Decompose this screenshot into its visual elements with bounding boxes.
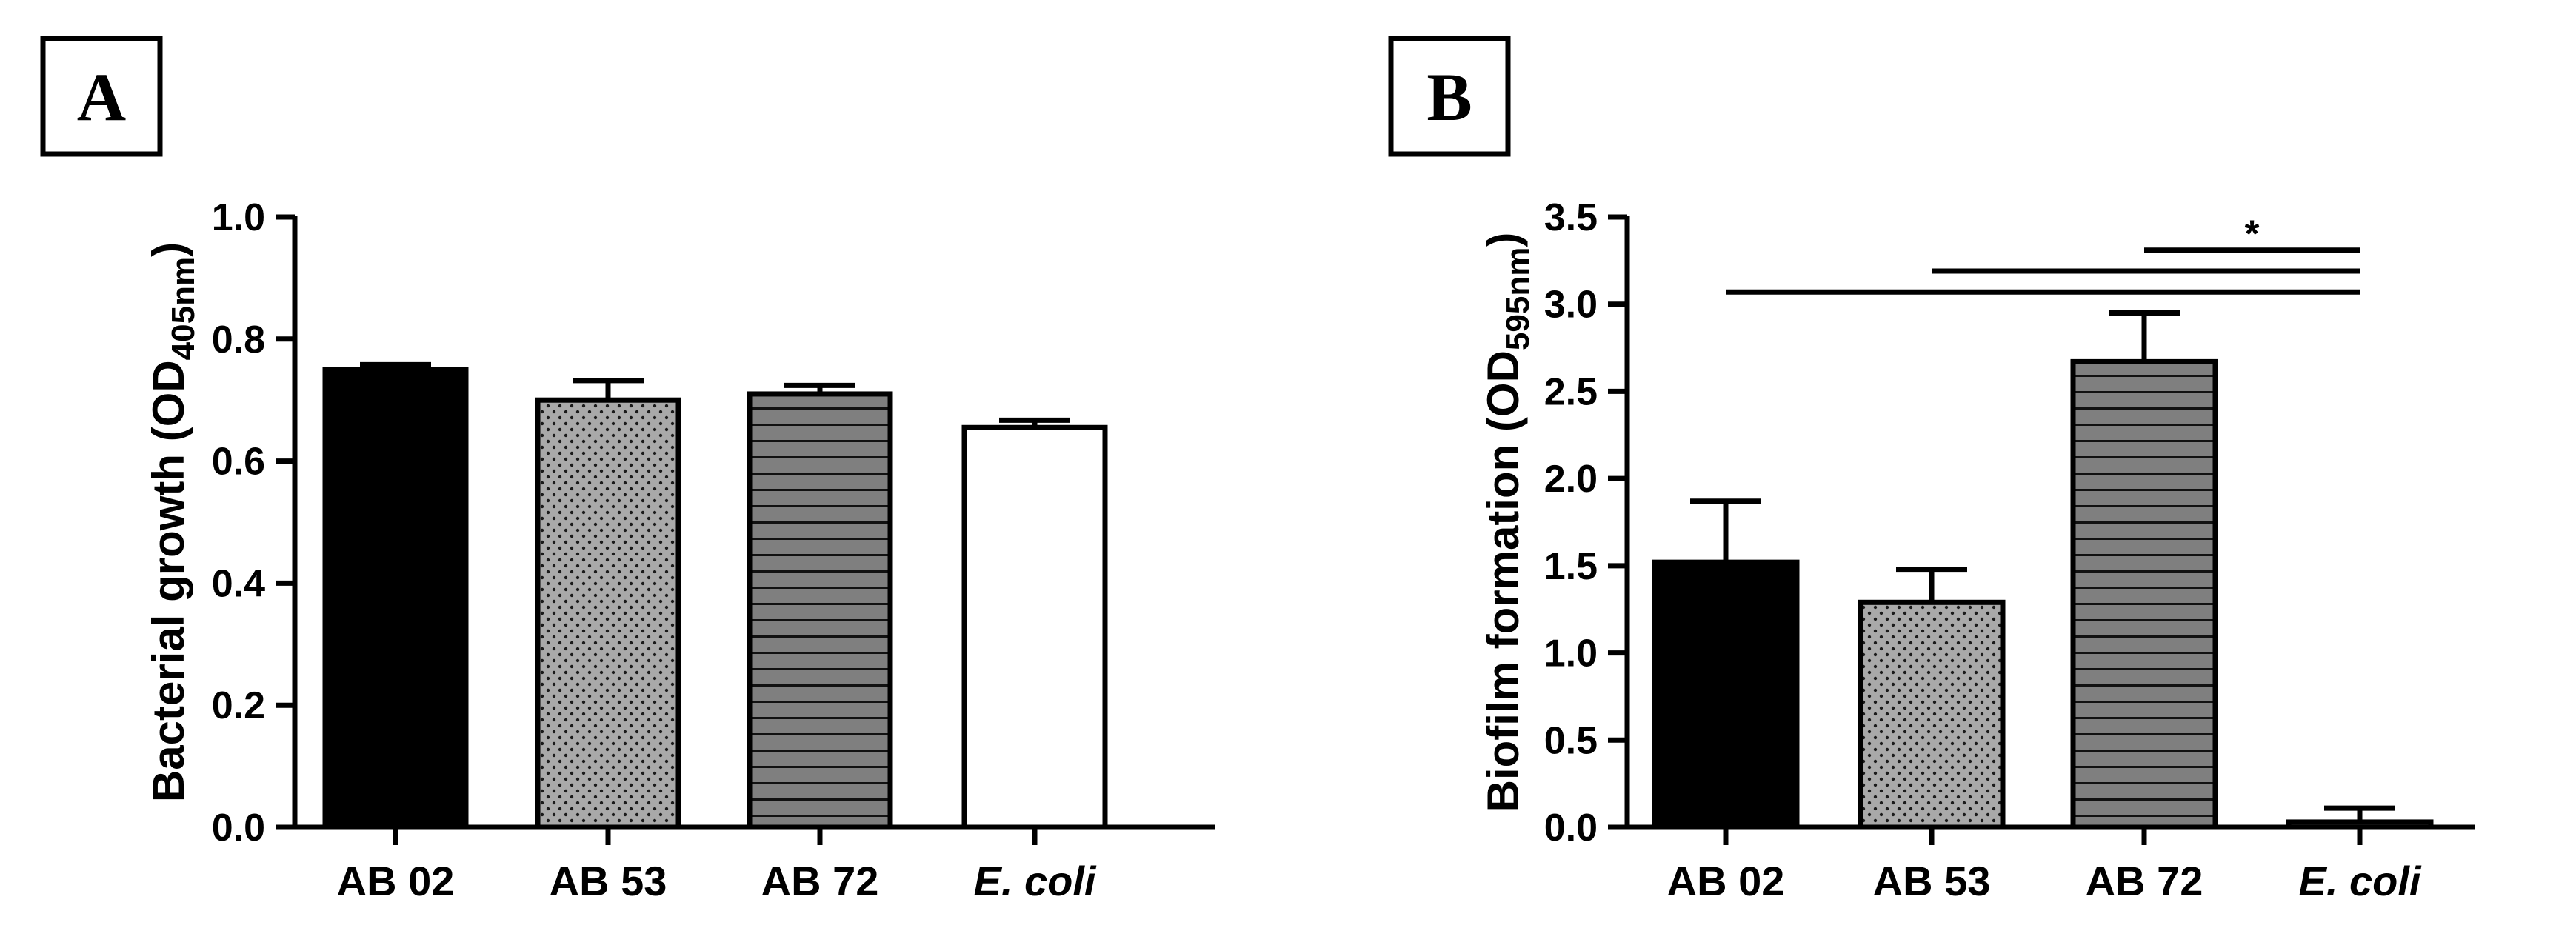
category-label: E. coli <box>2299 858 2422 904</box>
y-tick-label: 3.5 <box>1544 196 1598 239</box>
panel-a-label: A <box>40 36 163 157</box>
y-axis-label: Bacterial growth (OD405nm) <box>144 242 201 802</box>
category-label: AB 72 <box>761 858 879 904</box>
chart-a: 0.0 0.2 0.4 0.6 0.8 1.0 AB 02 AB 53 AB 72 E. coli… <box>144 196 1215 904</box>
bar-ab-72 <box>2070 358 2218 830</box>
error-bar <box>2109 310 2180 362</box>
y-tick-label: 0.8 <box>212 318 265 361</box>
panel-b-label: B <box>1388 36 1511 157</box>
error-bar <box>360 361 431 370</box>
y-tick-label: 0.2 <box>212 684 265 727</box>
y-tick-label: 2.0 <box>1544 458 1598 501</box>
significance-star: * <box>2244 213 2260 256</box>
error-bar <box>784 382 855 394</box>
y-axis-label-main: Bacterial growth (OD <box>144 360 193 802</box>
panel-a-letter: A <box>77 59 126 135</box>
category-label: E. coli <box>974 858 1097 904</box>
y-tick-label: 0.0 <box>212 807 265 849</box>
y-tick-label: 0.5 <box>1544 719 1598 762</box>
category-label: AB 53 <box>550 858 667 904</box>
bar-ab-72 <box>747 391 893 830</box>
y-tick-label: 1.0 <box>1544 632 1598 675</box>
category-label: AB 72 <box>2086 858 2203 904</box>
error-bar <box>2324 805 2395 822</box>
bar-ab-53 <box>1858 599 2006 830</box>
error-bar <box>1896 567 1967 603</box>
y-axis-label-suffix: ) <box>144 242 193 257</box>
y-tick-label: 1.5 <box>1544 545 1598 588</box>
error-bar <box>999 417 1070 428</box>
y-axis-label-suffix: ) <box>1478 233 1528 247</box>
y-tick-label: 1.0 <box>212 196 265 239</box>
chart-b: 0.0 0.5 1.0 1.5 2.0 2.5 3.0 3.5 AB 02 AB 53 AB 72 E… <box>1478 196 2475 904</box>
category-label: AB 02 <box>337 858 455 904</box>
y-tick-label: 3.0 <box>1544 284 1598 327</box>
category-label: AB 53 <box>1873 858 1991 904</box>
category-label: AB 02 <box>1667 858 1785 904</box>
bar-ab-02 <box>1652 559 1800 830</box>
bar-ab-53 <box>535 397 681 830</box>
y-axis-label: Biofilm formation (OD595nm) <box>1478 233 1536 812</box>
y-tick-label: 0.6 <box>212 441 265 484</box>
error-bar <box>1690 498 1761 563</box>
y-tick-label: 0.4 <box>212 562 265 605</box>
y-axis-label-subscript: 595nm <box>1500 247 1536 350</box>
y-tick-label: 2.5 <box>1544 370 1598 413</box>
y-axis-label-main: Biofilm formation (OD <box>1478 350 1528 812</box>
y-tick-label: 0.0 <box>1544 807 1598 849</box>
panel-b-letter: B <box>1427 59 1472 135</box>
error-bar <box>573 378 644 401</box>
y-axis-label-subscript: 405nm <box>165 257 201 360</box>
bar-ab-02 <box>322 367 469 830</box>
bar-e-coli <box>961 424 1108 830</box>
